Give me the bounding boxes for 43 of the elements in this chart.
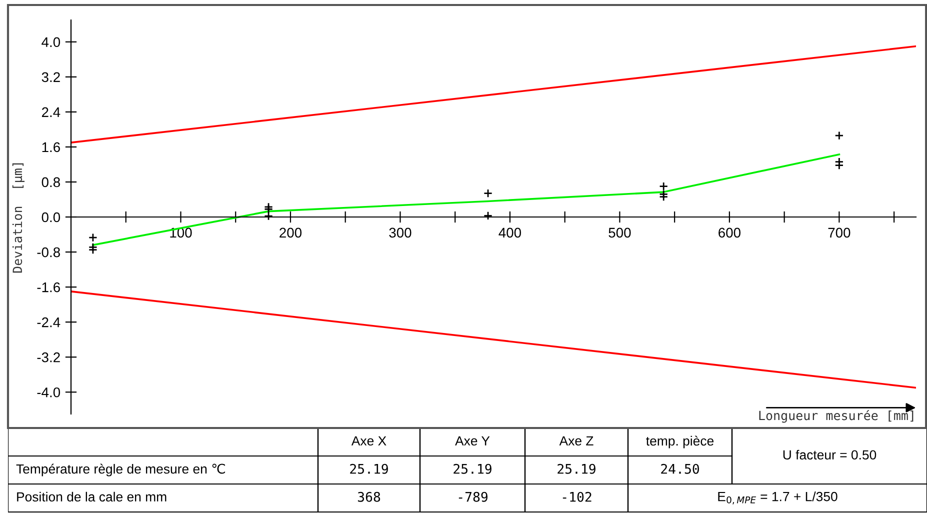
point [264,212,274,221]
text: U facteur = 0.50 [783,450,876,460]
text: Axe Z [559,436,594,446]
y-tick-label: 0.8 [42,177,60,188]
point [484,188,493,198]
point [834,131,844,140]
text: 24.50 [661,464,700,474]
text: E$_{0,MPE}$ = 1.7 + L/350 [718,492,838,504]
y-tick-label: 2.4 [42,107,60,117]
text: Position de la cale en mm [17,492,166,502]
y-tick-label: -0.8 [37,247,60,258]
point [88,233,98,242]
y-tick-label: -4.0 [37,387,60,398]
text: 368 [358,492,380,502]
point [659,192,668,202]
y-tick-label: 0.0 [42,212,60,222]
x-axis-title: Longueur mesurée [mm] [759,410,914,423]
text: 25.19 [350,464,388,474]
text: -789 [458,492,488,502]
y-tick-label: 4.0 [42,37,60,48]
y-tick-label: 1.6 [42,142,60,152]
text: Axe Y [455,436,490,446]
y-tick-label: -3.2 [37,352,60,362]
text: Température règle de mesure en ℃ [16,464,225,476]
point [264,204,274,214]
point [659,182,668,191]
y-tick-label: -1.6 [37,282,60,292]
x-tick-label: 200 [280,228,302,238]
x-tick-label: 400 [498,228,522,238]
text: temp. pièce [646,436,714,448]
y-tick-label: 3.2 [42,72,60,82]
text: 25.19 [558,464,596,474]
text: -102 [562,492,592,502]
x-tick-label: 600 [718,228,740,238]
y-axis-title: Deviation [µm] [12,163,25,273]
point [484,211,493,220]
text: 25.19 [454,464,492,474]
x-tick-label: 700 [828,228,850,238]
point [88,245,98,254]
y-tick-label: -2.4 [37,317,60,328]
text: Axe X [351,436,386,446]
x-tick-label: 500 [608,228,631,238]
x-tick-label: 300 [389,228,412,238]
